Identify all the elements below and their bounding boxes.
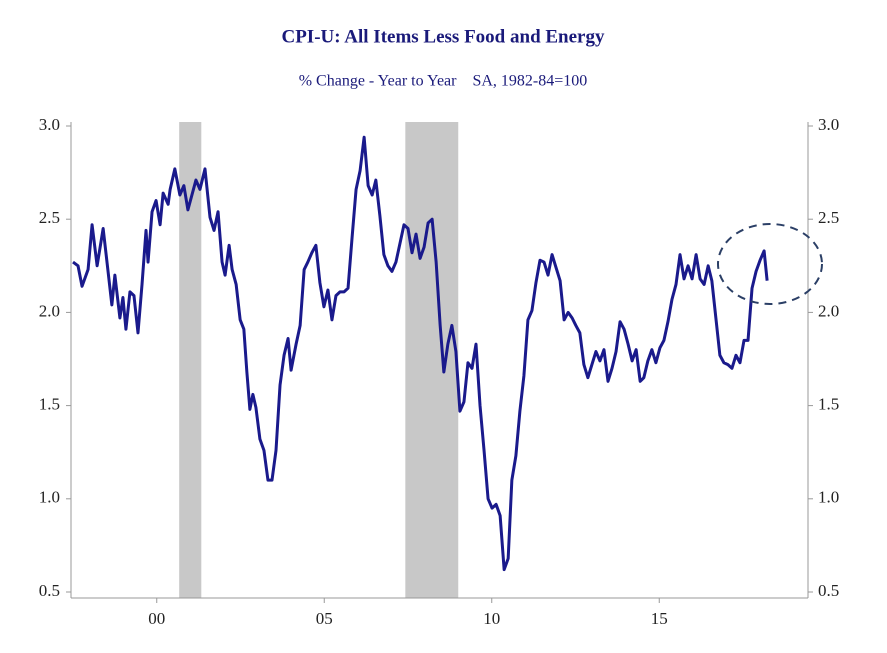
recession-band [405, 122, 459, 598]
series-line [72, 135, 769, 572]
chart-title: CPI-U: All Items Less Food and Energy [281, 26, 605, 47]
x-tick-label: 00 [148, 609, 165, 628]
y-tick-label: 2.0 [39, 301, 60, 320]
y2-tick-label: 2.0 [818, 301, 839, 320]
y-tick-label: 0.5 [39, 581, 60, 600]
chart-subtitle: % Change - Year to Year SA, 1982-84=100 [299, 73, 588, 90]
y2-tick-label: 0.5 [818, 581, 839, 600]
recession-band [179, 122, 202, 598]
y2-tick-label: 2.5 [818, 208, 839, 227]
x-tick-label: 10 [483, 609, 500, 628]
y-tick-label: 2.5 [39, 208, 60, 227]
y2-tick-label: 1.5 [818, 395, 839, 414]
axes-layer: 0.5 1.0 1.5 2.0 2.5 3.0 0.5 1.0 1.5 2.0 2.5 3.0 00 05… [39, 115, 840, 628]
line-layer [72, 135, 769, 572]
y-tick-label: 1.5 [39, 395, 60, 414]
x-tick-label: 05 [316, 609, 333, 628]
y-tick-label: 1.0 [39, 488, 60, 507]
y2-tick-label: 1.0 [818, 488, 839, 507]
y-tick-label: 3.0 [39, 115, 60, 134]
highlight-ellipse [717, 223, 823, 305]
recession-layer [179, 122, 459, 598]
x-tick-label: 15 [651, 609, 668, 628]
y2-tick-label: 3.0 [818, 115, 839, 134]
